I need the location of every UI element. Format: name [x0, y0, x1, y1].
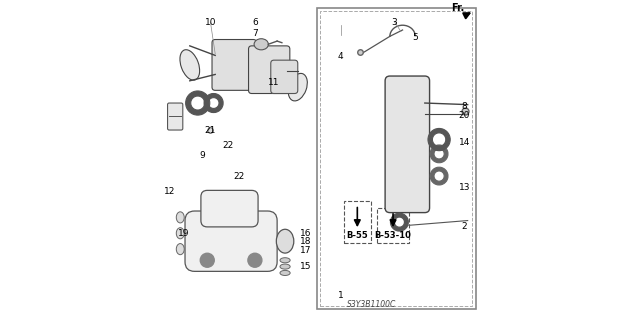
Text: 22: 22	[234, 172, 244, 181]
Ellipse shape	[280, 258, 290, 263]
Bar	[344, 202, 371, 243]
Ellipse shape	[280, 264, 290, 269]
FancyBboxPatch shape	[201, 190, 258, 227]
Text: 17: 17	[300, 246, 312, 255]
Text: 13: 13	[459, 183, 470, 192]
Ellipse shape	[288, 73, 307, 101]
Ellipse shape	[176, 212, 184, 223]
Text: 14: 14	[459, 138, 470, 147]
Bar	[377, 208, 409, 243]
Text: 22: 22	[222, 141, 234, 151]
Text: 3: 3	[392, 18, 397, 26]
Text: 6: 6	[252, 18, 258, 26]
Circle shape	[248, 253, 262, 267]
Text: 10: 10	[205, 18, 216, 26]
Ellipse shape	[254, 39, 268, 50]
Text: 12: 12	[163, 188, 175, 197]
Text: 8: 8	[461, 102, 467, 111]
Text: 16: 16	[300, 229, 312, 238]
Text: 18: 18	[300, 237, 312, 246]
Text: B-53-10: B-53-10	[374, 231, 412, 240]
FancyBboxPatch shape	[168, 103, 183, 130]
Text: 15: 15	[300, 262, 312, 271]
FancyBboxPatch shape	[248, 46, 290, 93]
Text: 1: 1	[338, 291, 344, 300]
Ellipse shape	[176, 228, 184, 239]
Text: Fr.: Fr.	[451, 3, 465, 12]
Text: 20: 20	[459, 111, 470, 120]
FancyBboxPatch shape	[271, 60, 298, 93]
Text: 5: 5	[412, 33, 418, 42]
FancyBboxPatch shape	[185, 211, 277, 271]
Text: 11: 11	[268, 78, 280, 87]
FancyBboxPatch shape	[212, 40, 257, 90]
Text: S3Y3B1100C: S3Y3B1100C	[347, 300, 396, 309]
Ellipse shape	[280, 271, 290, 276]
Ellipse shape	[276, 229, 294, 253]
Text: 4: 4	[338, 53, 344, 62]
Circle shape	[200, 253, 214, 267]
Text: 19: 19	[178, 229, 189, 238]
Text: 9: 9	[200, 151, 205, 160]
Ellipse shape	[180, 50, 200, 80]
FancyBboxPatch shape	[385, 76, 429, 212]
Text: 7: 7	[252, 29, 258, 38]
Text: B-55: B-55	[346, 231, 368, 240]
Bar	[320, 11, 472, 306]
Text: 2: 2	[461, 222, 467, 231]
Text: 21: 21	[205, 126, 216, 135]
Bar	[317, 8, 476, 309]
Ellipse shape	[176, 244, 184, 255]
